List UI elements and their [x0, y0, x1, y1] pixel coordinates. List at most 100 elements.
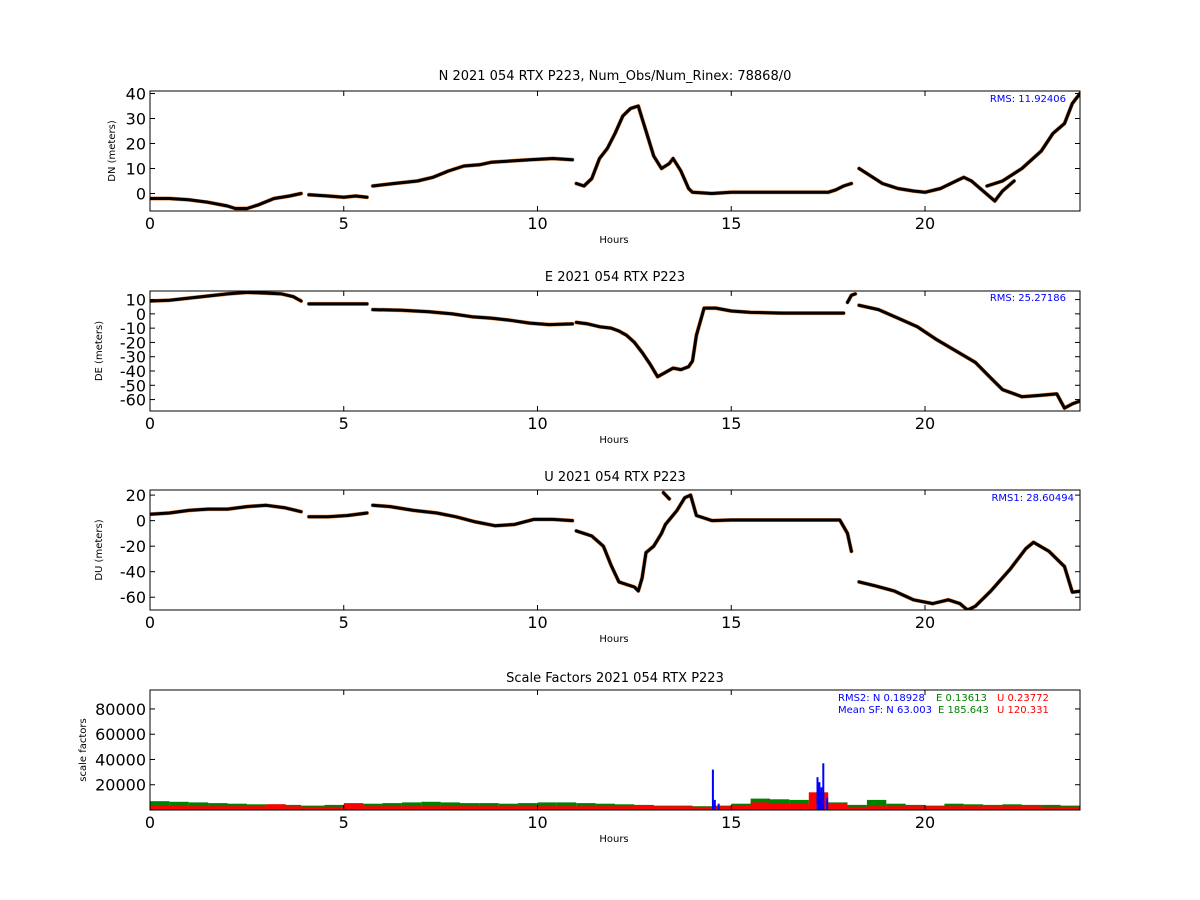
- position-trace: [857, 167, 1016, 203]
- x-axis-label: Hours: [599, 235, 628, 246]
- y-tick-label: 20: [126, 135, 146, 154]
- x-tick-label: 10: [527, 414, 547, 433]
- scale-factor-bar: [421, 806, 441, 810]
- scale-factor-bar: [944, 806, 964, 810]
- scale-factor-bar: [866, 806, 887, 810]
- y-axis-label: DN (meters): [107, 120, 118, 182]
- position-trace: [985, 92, 1080, 188]
- scale-factor-bar: [770, 803, 790, 810]
- x-tick-label: 10: [527, 813, 547, 832]
- x-tick-label: 15: [721, 613, 741, 632]
- scale-factor-bar: [363, 806, 383, 810]
- scale-factor-bar: [847, 806, 867, 810]
- y-tick-label: -30: [120, 348, 146, 367]
- scale-factor-bar: [750, 802, 770, 810]
- y-tick-label: -60: [120, 391, 146, 410]
- data-layer: [150, 490, 1080, 610]
- x-tick-label: 15: [721, 813, 741, 832]
- panel-east: E 2021 054 RTX P223 DE (meters) Hours 0 5…: [94, 270, 1081, 446]
- panel-north: N 2021 054 RTX P223, Num_Obs/Num_Rinex: …: [107, 69, 1081, 246]
- scale-factor-bar: [324, 806, 344, 810]
- panel-title: Scale Factors 2021 054 RTX P223: [506, 671, 724, 686]
- x-tick-label: 0: [145, 613, 155, 632]
- scale-factor-bar: [816, 777, 819, 810]
- plot-area: [150, 91, 1080, 211]
- y-tick-label: -20: [120, 333, 146, 352]
- position-trace: [661, 491, 671, 501]
- plot-area: [150, 291, 1080, 411]
- y-tick-label: 80000: [95, 700, 146, 719]
- y-tick-label: -50: [120, 376, 146, 395]
- ticks-layer: 0 5 10 15 20 20 0 -20 -40 -60: [120, 486, 1080, 632]
- scale-factor-bar: [828, 803, 848, 810]
- y-tick-label: -10: [120, 319, 146, 338]
- scale-factor-bar: [1002, 806, 1022, 810]
- position-trace: [574, 306, 846, 379]
- scale-factor-bar: [169, 805, 189, 810]
- scale-factor-bar: [717, 803, 720, 810]
- panel-title: E 2021 054 RTX P223: [545, 270, 685, 285]
- x-tick-label: 5: [339, 214, 349, 233]
- scale-factor-bar: [266, 804, 286, 810]
- scale-factor-bar: [150, 805, 170, 810]
- scale-factor-bar: [692, 806, 712, 810]
- axes-frame: [149, 689, 1081, 811]
- scale-factor-bar: [1041, 806, 1061, 810]
- position-trace: [371, 157, 574, 188]
- y-tick-label: 10: [126, 160, 146, 179]
- x-tick-label: 20: [915, 613, 935, 632]
- scale-factor-bar: [1060, 806, 1080, 810]
- y-tick-label: 0: [136, 185, 146, 204]
- y-axis-label: DU (meters): [94, 519, 105, 580]
- position-trace: [857, 303, 1080, 410]
- scale-factor-bar: [822, 763, 825, 810]
- plot-area: [150, 763, 1080, 810]
- x-tick-label: 20: [915, 414, 935, 433]
- panel-scale-factors: Scale Factors 2021 054 RTX P223 scale fa…: [78, 671, 1081, 845]
- y-tick-label: -40: [120, 563, 146, 582]
- axes-frame: [149, 90, 1081, 212]
- scale-factor-bar: [826, 797, 829, 810]
- rms-annotation: RMS: 25.27186: [990, 293, 1066, 304]
- position-trace: [857, 540, 1080, 610]
- y-tick-label: 0: [136, 305, 146, 324]
- scale-factor-bar: [595, 806, 615, 810]
- x-axis-label: Hours: [599, 834, 628, 845]
- rms-annotation: RMS1: 28.60494: [991, 493, 1074, 504]
- scale-factor-bar: [576, 806, 596, 810]
- x-tick-label: 10: [527, 214, 547, 233]
- data-layer: [150, 763, 1080, 810]
- ticks-layer: 0 5 10 15 20 0 10 20 30 40: [126, 85, 1080, 233]
- axes-frame: [149, 489, 1081, 611]
- panel-up: U 2021 054 RTX P223 DU (meters) Hours 0 5…: [94, 470, 1081, 645]
- y-tick-label: 30: [126, 110, 146, 129]
- rms2-u-annotation: U 0.23772: [997, 693, 1049, 704]
- x-tick-label: 0: [145, 414, 155, 433]
- scale-factor-bar: [983, 806, 1003, 810]
- scale-factor-bar: [537, 806, 557, 810]
- scale-factor-bar: [556, 806, 577, 810]
- scale-factor-bar: [343, 803, 364, 810]
- data-layer: [150, 291, 1080, 411]
- plot-area: [150, 490, 1080, 610]
- y-tick-label: 40: [126, 85, 146, 104]
- scale-factor-bar: [673, 806, 693, 810]
- y-tick-label: 40000: [95, 750, 146, 769]
- scale-factor-bar: [731, 805, 751, 810]
- x-tick-label: 20: [915, 813, 935, 832]
- panel-title: U 2021 054 RTX P223: [544, 470, 686, 485]
- scale-factor-bar: [301, 806, 325, 810]
- rms-annotation: RMS: 11.92406: [990, 94, 1066, 105]
- x-tick-label: 0: [145, 214, 155, 233]
- scale-factor-bar: [963, 806, 984, 810]
- scale-factor-bar: [518, 806, 538, 810]
- x-tick-label: 15: [721, 214, 741, 233]
- y-tick-label: -60: [120, 588, 146, 607]
- x-tick-label: 5: [339, 613, 349, 632]
- scale-factor-bar: [401, 806, 422, 810]
- y-tick-label: 10: [126, 291, 146, 310]
- rms2-n-annotation: RMS2: N 0.18928: [838, 693, 925, 704]
- scale-factor-bar: [653, 806, 674, 810]
